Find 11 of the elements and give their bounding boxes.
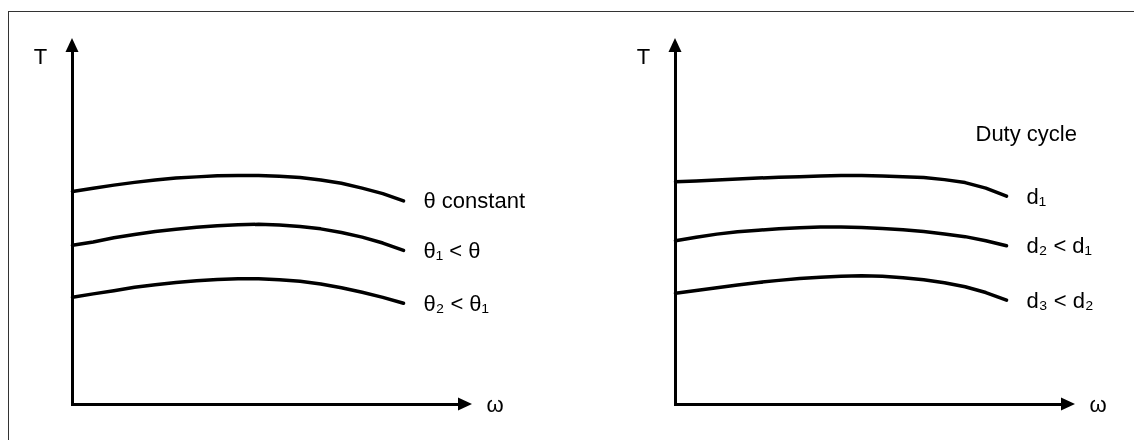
text: Duty cycle (975, 120, 1077, 146)
series-label: θ₂ < θ₁ (423, 290, 490, 316)
x-axis-title: ω (1089, 392, 1107, 417)
x-axis-title: ω (486, 392, 504, 417)
series-label: d₃ < d₂ (1026, 287, 1094, 313)
series-label: θ₁ < θ (423, 237, 481, 263)
y-axis-title: T (33, 44, 48, 69)
series-label: θ constant (423, 188, 526, 214)
y-axis-title: T (636, 44, 651, 69)
series-label: d₂ < d₁ (1026, 233, 1093, 259)
series-label: d₁ (1026, 183, 1047, 209)
